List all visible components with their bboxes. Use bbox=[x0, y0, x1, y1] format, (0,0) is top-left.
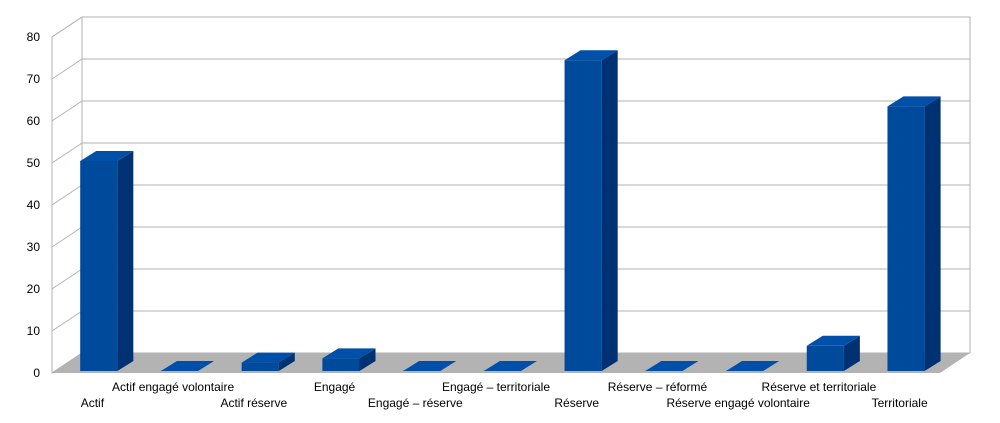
gridline-side bbox=[51, 100, 83, 122]
bar-top bbox=[726, 361, 780, 371]
bar-10 bbox=[806, 335, 860, 371]
bar-top bbox=[160, 361, 215, 371]
bar-front bbox=[241, 362, 279, 371]
y-tick-label: 0 bbox=[33, 366, 40, 380]
gridline-side bbox=[51, 142, 83, 164]
y-tick-label: 30 bbox=[27, 240, 41, 254]
gridline-side bbox=[51, 226, 83, 248]
x-tick-label: Actif réserve bbox=[220, 396, 287, 410]
bar-9 bbox=[726, 361, 780, 371]
y-tick-label: 70 bbox=[27, 72, 41, 86]
bar-1 bbox=[80, 151, 134, 371]
bar-top bbox=[322, 348, 376, 359]
bar-8 bbox=[645, 361, 699, 371]
bar-side bbox=[117, 151, 134, 371]
bar-top bbox=[645, 361, 699, 371]
bar-top bbox=[483, 361, 537, 371]
x-axis-labels: Actif Actif engagé volontaire Actif réserv… bbox=[81, 380, 928, 410]
bar-front bbox=[806, 345, 844, 371]
x-tick-label: Actif bbox=[81, 396, 105, 410]
bar-top bbox=[403, 361, 457, 371]
gridline-side bbox=[51, 184, 83, 206]
bar-4 bbox=[322, 348, 376, 371]
y-tick-label: 10 bbox=[27, 324, 41, 338]
bar-3 bbox=[241, 352, 295, 371]
bar-top bbox=[80, 151, 134, 161]
gridline-side bbox=[51, 268, 83, 290]
bar-top bbox=[241, 352, 295, 363]
bar-side bbox=[278, 352, 295, 371]
bar-11 bbox=[887, 96, 941, 372]
x-tick-label: Engagé – réserve bbox=[368, 396, 463, 410]
x-tick-label: Réserve – réformé bbox=[608, 380, 708, 394]
bar-top bbox=[806, 335, 860, 346]
x-tick-label: Territoriale bbox=[872, 396, 928, 410]
gridline-side bbox=[51, 310, 83, 332]
gridline-side bbox=[51, 16, 83, 38]
bar-side bbox=[924, 96, 941, 372]
bar-side bbox=[359, 348, 376, 371]
y-tick-label: 60 bbox=[27, 114, 41, 128]
x-tick-label: Engagé bbox=[314, 380, 356, 394]
bar-front bbox=[322, 358, 360, 371]
x-tick-label: Réserve engagé volontaire bbox=[666, 396, 810, 410]
grid-layer bbox=[51, 16, 971, 374]
x-tick-label: Réserve bbox=[554, 396, 599, 410]
bar-side bbox=[601, 50, 618, 371]
x-tick-label: Actif engagé volontaire bbox=[112, 380, 234, 394]
bar-front bbox=[80, 161, 118, 371]
bar-6 bbox=[483, 361, 537, 371]
bar-side bbox=[843, 335, 860, 371]
x-tick-label: Réserve et territoriale bbox=[762, 380, 877, 394]
y-tick-label: 40 bbox=[27, 198, 41, 212]
bar-top bbox=[887, 96, 941, 107]
bar-7 bbox=[564, 50, 618, 371]
gridline-side bbox=[51, 58, 83, 80]
y-tick-label: 80 bbox=[27, 30, 41, 44]
bar-5 bbox=[403, 361, 457, 371]
bars-layer bbox=[80, 50, 941, 372]
y-axis-ticks: 0 10 20 30 40 50 60 70 80 bbox=[27, 30, 41, 380]
bar-front bbox=[887, 106, 925, 372]
bar-top bbox=[564, 50, 618, 61]
y-tick-label: 50 bbox=[27, 156, 41, 170]
bar-2 bbox=[160, 361, 215, 371]
y-tick-label: 20 bbox=[27, 282, 41, 296]
x-tick-label: Engagé – territoriale bbox=[442, 380, 550, 394]
bar-front bbox=[564, 60, 602, 371]
